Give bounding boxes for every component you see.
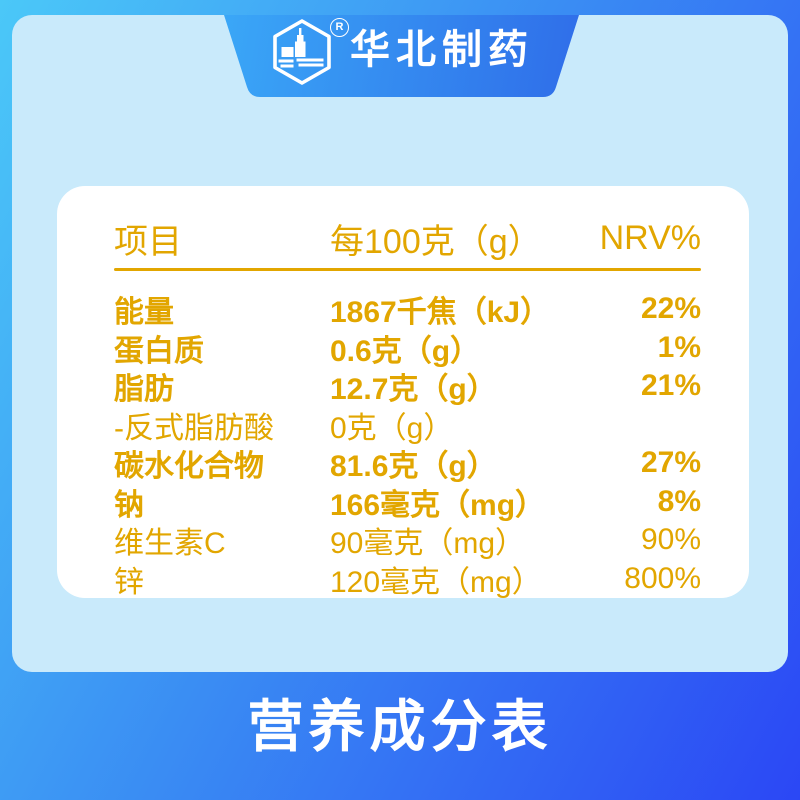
table-body: 能量 1867千焦（kJ） 22% 蛋白质 0.6克（g） 1% 脂肪 12.7… — [114, 287, 701, 599]
column-header-per-100g: 每100克（g） — [330, 223, 542, 261]
hexagon-factory-icon — [273, 19, 331, 85]
nutrient-nrv: 21% — [640, 369, 701, 402]
nutrient-name: 维生素C — [114, 527, 226, 560]
nutrient-nrv: 90% — [640, 523, 701, 556]
nutrient-amount: 0克（g） — [330, 411, 454, 445]
table-header-row: 项目 每100克（g） NRV% — [114, 214, 701, 261]
nutrient-nrv: 800% — [624, 561, 701, 595]
column-header-item: 项目 — [114, 223, 182, 261]
nutrient-nrv: 1% — [657, 330, 701, 364]
nutrient-name: 蛋白质 — [114, 334, 204, 368]
column-header-nrv: NRV% — [599, 219, 701, 257]
nutrient-amount: 120毫克（mg） — [330, 565, 542, 599]
nutrient-name: 碳水化合物 — [114, 450, 264, 483]
nutrition-card: 项目 每100克（g） NRV% 能量 1867千焦（kJ） 22% 蛋白质 0… — [57, 186, 749, 599]
nutrient-nrv: 8% — [657, 484, 701, 518]
registered-trademark-icon: R — [330, 18, 349, 37]
table-row: 碳水化合物 81.6克（g） 27% — [114, 441, 701, 483]
nutrient-name: 锌 — [114, 565, 144, 599]
table-row: 维生素C 90毫克（mg） 90% — [114, 518, 701, 560]
nutrient-name: 钠 — [114, 488, 144, 522]
nutrient-name: -反式脂肪酸 — [114, 411, 274, 445]
table-row: -反式脂肪酸 0克（g） — [114, 403, 701, 445]
nutrient-amount: 12.7克（g） — [330, 373, 497, 406]
nutrient-name: 脂肪 — [114, 373, 174, 406]
nutrient-nrv: 27% — [640, 446, 701, 479]
header-divider — [114, 268, 701, 271]
brand-name: 华北制药 — [350, 28, 534, 72]
nutrient-nrv: 22% — [640, 292, 701, 325]
table-row: 脂肪 12.7克（g） 21% — [114, 364, 701, 406]
nutrient-name: 能量 — [114, 296, 174, 329]
nutrient-amount: 81.6克（g） — [330, 450, 497, 483]
nutrient-amount: 0.6克（g） — [330, 334, 481, 368]
nutrient-amount: 166毫克（mg） — [330, 488, 546, 522]
nutrient-amount: 1867千焦（kJ） — [330, 296, 551, 329]
table-row: 锌 120毫克（mg） 800% — [114, 557, 701, 599]
nutrient-amount: 90毫克（mg） — [330, 527, 526, 560]
table-row: 能量 1867千焦（kJ） 22% — [114, 287, 701, 329]
table-row: 蛋白质 0.6克（g） 1% — [114, 326, 701, 368]
page-title: 营养成分表 — [247, 695, 553, 758]
table-row: 钠 166毫克（mg） 8% — [114, 480, 701, 522]
